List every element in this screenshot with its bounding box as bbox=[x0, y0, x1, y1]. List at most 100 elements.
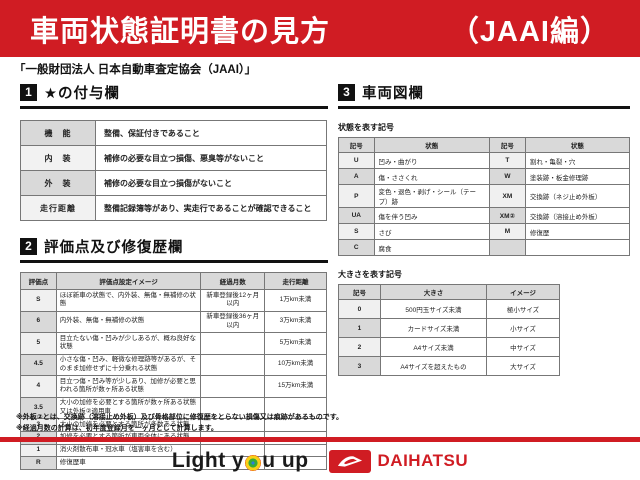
table-header-row: 記号 状態 記号 状態 bbox=[338, 137, 631, 153]
table-row: 1 カードサイズ未満 小サイズ bbox=[338, 318, 560, 338]
evaluation-table: 評価点 評価点設定イメージ 経過月数 走行距離 S ほぼ新車の状態で、内外装、無傷… bbox=[20, 272, 327, 471]
eval-description: 内外装、無傷・無補修の状態 bbox=[55, 310, 202, 334]
eval-mileage: 10万km未満 bbox=[264, 353, 327, 377]
size-symbol: 0 bbox=[338, 299, 381, 319]
state-desc: 腐食 bbox=[373, 239, 491, 256]
column-header: 記号 bbox=[338, 137, 375, 153]
section3-title: 車両図欄 bbox=[362, 86, 424, 102]
size-symbol: 1 bbox=[338, 318, 381, 338]
state-desc: 交換跡（溶接止め外板） bbox=[524, 207, 631, 224]
footnotes: ※外板②とは、交換跡（溶接止め外板）及び骨格部位に修復歴をとらない損傷又は痕跡が… bbox=[16, 413, 628, 434]
slogan-text-right: u up bbox=[262, 449, 309, 472]
state-desc: 交換跡（ネジ止め外板） bbox=[524, 184, 631, 208]
section3-number-badge: 3 bbox=[338, 84, 355, 101]
table-row: 3.5 大小の加修を必要とする箇所が数ヶ所ある状態又は外板②適用車 bbox=[20, 396, 327, 420]
state-symbol: W bbox=[489, 168, 526, 185]
column-header: 状態 bbox=[373, 137, 491, 153]
state-symbol: A bbox=[338, 168, 375, 185]
section3-header: 3 車両図欄 bbox=[338, 82, 630, 109]
section1-title: ★の付与欄 bbox=[44, 86, 120, 102]
table-row: 3 A4サイズを超えたもの 大サイズ bbox=[338, 356, 560, 376]
daihatsu-d-glyph bbox=[337, 455, 362, 467]
column-header: 記号 bbox=[338, 284, 381, 300]
size-image: 小サイズ bbox=[486, 318, 560, 338]
state-desc: 傷・ささくれ bbox=[373, 168, 491, 185]
page-title-suffix: （JAAI編） bbox=[449, 15, 610, 48]
target-ring-icon bbox=[245, 454, 262, 471]
eval-months: 新車登録後12ヶ月以内 bbox=[200, 289, 266, 312]
eval-score: 5 bbox=[20, 332, 57, 355]
eval-description: ほぼ新車の状態で、内外装、無傷・無補修の状態 bbox=[55, 289, 202, 312]
state-symbol: T bbox=[489, 152, 526, 169]
criteria-value: 補修の必要な目立つ損傷がないこと bbox=[95, 170, 327, 196]
state-symbol: XM② bbox=[489, 207, 526, 224]
state-desc bbox=[524, 239, 631, 256]
column-header: 状態 bbox=[524, 137, 631, 153]
column-header: 走行距離 bbox=[264, 272, 327, 290]
daihatsu-d-mark-icon bbox=[328, 449, 371, 473]
table-row: 4 目立つ傷・凹み等が少しあり、加修が必要と思われる箇所が数ヶ所ある状態 15万km… bbox=[20, 375, 327, 398]
eval-mileage bbox=[264, 456, 327, 471]
eval-score: 6 bbox=[20, 310, 57, 334]
table-row: 走行距離 整備記録簿等があり、実走行であることが確認できること bbox=[20, 195, 327, 221]
state-symbol: C bbox=[338, 239, 375, 256]
state-desc: 傷を伴う凹み bbox=[373, 207, 491, 224]
state-symbol: UA bbox=[338, 207, 375, 224]
size-desc: A4サイズ未満 bbox=[379, 337, 488, 357]
eval-months bbox=[200, 332, 266, 355]
table-row: S ほぼ新車の状態で、内外装、無傷・無補修の状態 新車登録後12ヶ月以内 1万km未満 bbox=[20, 289, 327, 312]
state-symbol: XM bbox=[489, 184, 526, 208]
eval-description: 修復歴車 bbox=[55, 456, 202, 471]
eval-score: R bbox=[20, 456, 57, 471]
table-row: UA 傷を伴う凹み XM② 交換跡（溶接止め外板） bbox=[338, 207, 631, 224]
size-image: 大サイズ bbox=[486, 356, 560, 376]
state-symbol: U bbox=[338, 152, 375, 169]
criteria-label: 機 能 bbox=[20, 120, 96, 146]
size-symbol-table: 記号 大きさ イメージ 0 500円玉サイズ未満 極小サイズ 1 カードサイズ未満 小サ… bbox=[338, 284, 560, 376]
left-column: 1 ★の付与欄 機 能整備、保証付きであること 内 装補修の必要な目立つ損傷、悪… bbox=[20, 82, 328, 471]
size-desc: A4サイズを超えたもの bbox=[379, 356, 488, 376]
eval-mileage: 1万km未満 bbox=[264, 289, 327, 312]
criteria-label: 走行距離 bbox=[20, 195, 96, 221]
column-header: イメージ bbox=[486, 284, 560, 300]
eval-mileage: 15万km未満 bbox=[264, 375, 327, 398]
title-banner: 車両状態証明書の見方 （JAAI編） bbox=[0, 0, 640, 57]
size-table-caption: 大きさを表す記号 bbox=[338, 270, 402, 279]
table-header-row: 評価点 評価点設定イメージ 経過月数 走行距離 bbox=[20, 272, 327, 290]
eval-months bbox=[200, 375, 266, 398]
table-row: A 傷・ささくれ W 塗装跡・板金修理跡 bbox=[338, 168, 631, 185]
column-header: 記号 bbox=[489, 137, 526, 153]
footnote-line: ※経過月数の計算は、初年度登録月を一ヶ月として計算します。 bbox=[16, 424, 218, 432]
size-desc: カードサイズ未満 bbox=[379, 318, 488, 338]
table-row: 0 500円玉サイズ未満 極小サイズ bbox=[338, 299, 560, 319]
section2-number-badge: 2 bbox=[20, 238, 37, 255]
footnote-line: ※外板②とは、交換跡（溶接止め外板）及び骨格部位に修復歴をとらない損傷又は痕跡が… bbox=[16, 414, 344, 421]
state-desc: 塗装跡・板金修理跡 bbox=[524, 168, 631, 185]
table-row: 3 大小の加修を必要とする箇所が多数ある状態 bbox=[20, 418, 327, 432]
criteria-value: 整備記録簿等があり、実走行であることが確認できること bbox=[95, 195, 327, 221]
table-row: C 腐食 bbox=[338, 239, 631, 256]
red-divider-bar bbox=[0, 437, 640, 442]
table-row: 機 能整備、保証付きであること bbox=[20, 120, 327, 146]
eval-score: 4 bbox=[20, 375, 57, 398]
state-desc: さび bbox=[373, 223, 491, 240]
table-row: 5 目立たない傷・凹みが少しあるが、概ね良好な状態 5万km未満 bbox=[20, 332, 327, 355]
eval-mileage: 3万km未満 bbox=[264, 310, 327, 334]
table-row: 2 A4サイズ未満 中サイズ bbox=[338, 337, 560, 357]
state-symbol: S bbox=[338, 223, 375, 240]
eval-months: 新車登録後36ヶ月以内 bbox=[200, 310, 266, 334]
criteria-value: 補修の必要な目立つ損傷、悪臭等がないこと bbox=[95, 145, 327, 171]
right-column: 3 車両図欄 状態を表す記号 記号 状態 記号 状態 U 凹み・曲がり T 割れ・亀裂… bbox=[338, 82, 631, 376]
column-header: 評価点 bbox=[20, 272, 57, 290]
organization-subtitle: 「一般財団法人 日本自動車査定協会（JAAI）」 bbox=[14, 64, 257, 76]
size-symbol: 2 bbox=[338, 337, 381, 357]
table-row: 内 装補修の必要な目立つ損傷、悪臭等がないこと bbox=[20, 145, 327, 171]
criteria-label: 外 装 bbox=[20, 170, 96, 196]
page-title: 車両状態証明書の見方 bbox=[30, 15, 331, 48]
state-desc: 凹み・曲がり bbox=[373, 152, 491, 169]
size-image: 中サイズ bbox=[486, 337, 560, 357]
footer-brand-area: Light y u up DAIHATSU bbox=[0, 442, 640, 480]
eval-description: 小さな傷・凹み、軽微な修理跡等があるが、そのまま加修せずに十分乗れる状態 bbox=[55, 353, 202, 377]
section2-title: 評価点及び修復歴欄 bbox=[44, 240, 184, 256]
eval-score: 4.5 bbox=[20, 353, 57, 377]
